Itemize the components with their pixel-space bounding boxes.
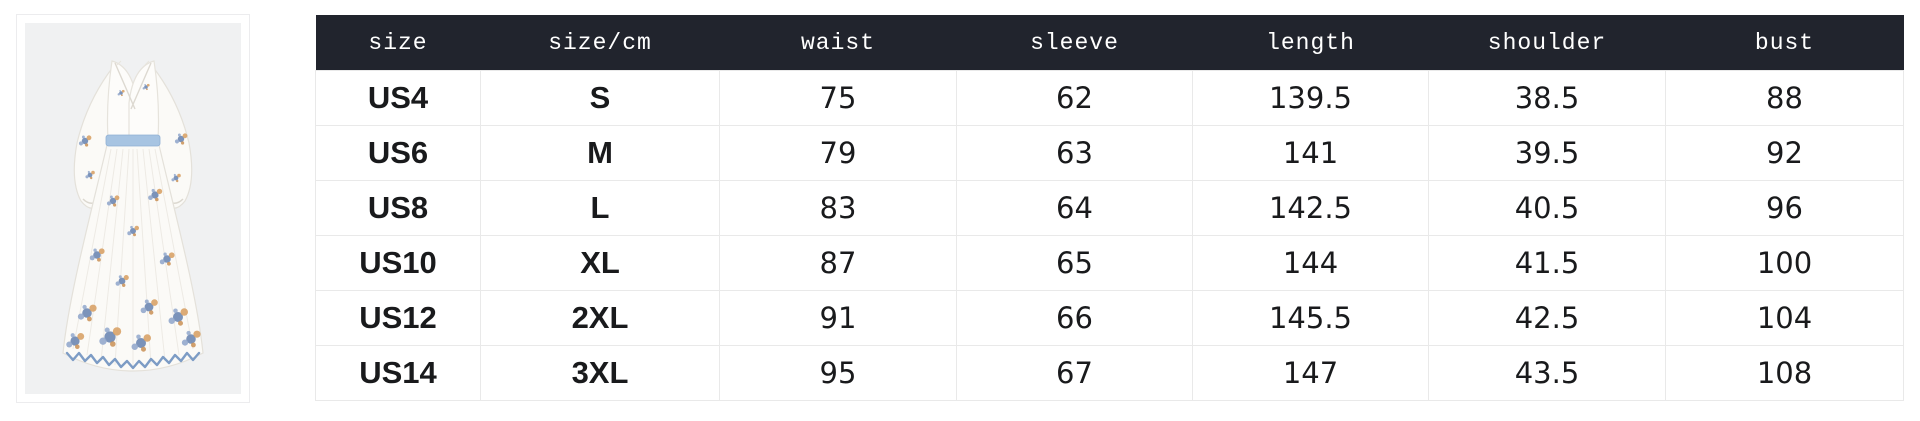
cell-bust: 88	[1665, 70, 1904, 126]
cell-length: 142.5	[1192, 180, 1429, 236]
cell-cm-size: 2XL	[480, 290, 720, 346]
cell-bust: 96	[1665, 180, 1904, 236]
table-row: US12 2XL 91 66 145.5 42.5 104	[315, 290, 1904, 346]
cell-length: 141	[1192, 125, 1429, 181]
cell-sleeve: 65	[956, 235, 1193, 291]
cell-bust: 108	[1665, 345, 1904, 401]
cell-bust: 92	[1665, 125, 1904, 181]
cell-length: 145.5	[1192, 290, 1429, 346]
cell-sleeve: 66	[956, 290, 1193, 346]
table-row: US8 L 83 64 142.5 40.5 96	[315, 180, 1904, 236]
cell-bust: 104	[1665, 290, 1904, 346]
table-row: US10 XL 87 65 144 41.5 100	[315, 235, 1904, 291]
cell-waist: 83	[719, 180, 957, 236]
cell-length: 139.5	[1192, 70, 1429, 126]
cell-bust: 100	[1665, 235, 1904, 291]
cell-length: 147	[1192, 345, 1429, 401]
header-cell-length: length	[1192, 15, 1429, 71]
cell-waist: 87	[719, 235, 957, 291]
header-row: size size/cm waist sleeve length shoulde…	[315, 15, 1904, 71]
cell-us-size: US10	[315, 235, 481, 291]
header-cell-shoulder: shoulder	[1428, 15, 1666, 71]
cell-us-size: US8	[315, 180, 481, 236]
cell-sleeve: 67	[956, 345, 1193, 401]
cell-us-size: US6	[315, 125, 481, 181]
table-row: US14 3XL 95 67 147 43.5 108	[315, 345, 1904, 401]
cell-waist: 91	[719, 290, 957, 346]
dress-photo	[25, 23, 241, 394]
cell-waist: 79	[719, 125, 957, 181]
cell-shoulder: 38.5	[1428, 70, 1666, 126]
cell-cm-size: XL	[480, 235, 720, 291]
header-cell-size: size	[315, 15, 481, 71]
cell-waist: 95	[719, 345, 957, 401]
cell-shoulder: 42.5	[1428, 290, 1666, 346]
cell-shoulder: 41.5	[1428, 235, 1666, 291]
table-row: US6 M 79 63 141 39.5 92	[315, 125, 1904, 181]
product-photo-panel	[16, 14, 250, 403]
cell-cm-size: S	[480, 70, 720, 126]
cell-shoulder: 40.5	[1428, 180, 1666, 236]
cell-length: 144	[1192, 235, 1429, 291]
header-cell-bust: bust	[1665, 15, 1904, 71]
cell-sleeve: 63	[956, 125, 1193, 181]
cell-cm-size: L	[480, 180, 720, 236]
cell-us-size: US14	[315, 345, 481, 401]
cell-waist: 75	[719, 70, 957, 126]
cell-cm-size: 3XL	[480, 345, 720, 401]
cell-sleeve: 64	[956, 180, 1193, 236]
cell-sleeve: 62	[956, 70, 1193, 126]
cell-shoulder: 39.5	[1428, 125, 1666, 181]
header-cell-size-cm: size/cm	[480, 15, 720, 71]
cell-cm-size: M	[480, 125, 720, 181]
cell-shoulder: 43.5	[1428, 345, 1666, 401]
header-cell-waist: waist	[719, 15, 957, 71]
product-photo-background	[25, 23, 241, 394]
cell-us-size: US4	[315, 70, 481, 126]
header-cell-sleeve: sleeve	[956, 15, 1193, 71]
cell-us-size: US12	[315, 290, 481, 346]
table-row: US4 S 75 62 139.5 38.5 88	[315, 70, 1904, 126]
size-chart-table: size size/cm waist sleeve length shoulde…	[315, 15, 1904, 401]
